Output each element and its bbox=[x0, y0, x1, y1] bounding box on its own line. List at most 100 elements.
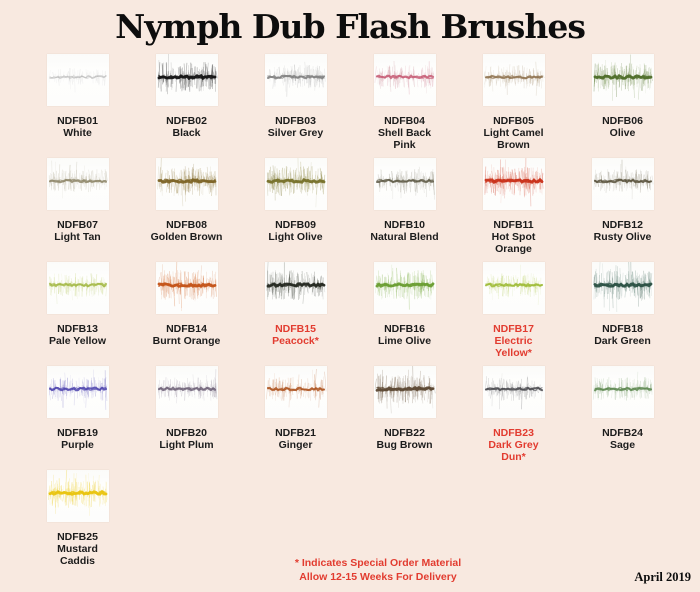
product-name: Shell Back Pink bbox=[377, 126, 432, 152]
product-code: NDFB14 bbox=[166, 322, 207, 335]
brush-swatch-image bbox=[482, 365, 545, 418]
product-cell: NDFB12 Rusty Olive bbox=[568, 157, 677, 262]
brush-swatch-image bbox=[155, 365, 218, 418]
product-code: NDFB06 bbox=[602, 114, 643, 127]
product-cell: NDFB22 Bug Brown bbox=[350, 365, 459, 470]
brush-swatch-image bbox=[46, 53, 109, 106]
product-cell: NDFB20 Light Plum bbox=[132, 365, 241, 470]
product-grid: NDFB01 White NDFB02 Black NDFB03 Silver Grey N… bbox=[0, 53, 700, 574]
product-code: NDFB17 bbox=[493, 322, 534, 335]
brush-swatch-image bbox=[264, 365, 327, 418]
product-name: Light Olive bbox=[268, 230, 323, 243]
product-code: NDFB04 bbox=[384, 114, 425, 127]
product-name: Bug Brown bbox=[376, 438, 433, 451]
product-cell: NDFB09 Light Olive bbox=[241, 157, 350, 262]
product-cell: NDFB08 Golden Brown bbox=[132, 157, 241, 262]
product-code: NDFB08 bbox=[166, 218, 207, 231]
product-name: Lime Olive bbox=[377, 334, 432, 347]
product-cell: NDFB11 Hot Spot Orange bbox=[459, 157, 568, 262]
product-cell: NDFB14 Burnt Orange bbox=[132, 261, 241, 366]
brush-swatch-image bbox=[591, 53, 654, 106]
product-code: NDFB23 bbox=[493, 426, 534, 439]
product-cell: NDFB21 Ginger bbox=[241, 365, 350, 470]
brush-swatch-image bbox=[482, 53, 545, 106]
special-order-note-line2: Allow 12-15 Weeks For Delivery bbox=[299, 570, 457, 583]
product-name: Silver Grey bbox=[267, 126, 324, 139]
product-name: Natural Blend bbox=[370, 230, 439, 243]
product-name: Peacock* bbox=[272, 334, 319, 347]
product-code: NDFB01 bbox=[57, 114, 98, 127]
product-name: Rusty Olive bbox=[593, 230, 652, 243]
product-code: NDFB03 bbox=[275, 114, 316, 127]
product-code: NDFB20 bbox=[166, 426, 207, 439]
brush-swatch-image bbox=[373, 157, 436, 210]
brush-swatch-image bbox=[264, 261, 327, 314]
product-cell: NDFB24 Sage bbox=[568, 365, 677, 470]
brush-swatch-image bbox=[591, 365, 654, 418]
brush-swatch-image bbox=[373, 53, 436, 106]
product-cell: NDFB13 Pale Yellow bbox=[23, 261, 132, 366]
product-code: NDFB02 bbox=[166, 114, 207, 127]
brush-swatch-image bbox=[155, 261, 218, 314]
brush-swatch-image bbox=[46, 157, 109, 210]
product-cell: NDFB04 Shell Back Pink bbox=[350, 53, 459, 158]
brush-swatch-image bbox=[591, 157, 654, 210]
product-name: Ginger bbox=[278, 438, 313, 451]
product-cell: NDFB23 Dark Grey Dun* bbox=[459, 365, 568, 470]
product-name: Olive bbox=[609, 126, 636, 139]
brush-swatch-image bbox=[46, 469, 109, 522]
product-code: NDFB19 bbox=[57, 426, 98, 439]
product-cell: NDFB15 Peacock* bbox=[241, 261, 350, 366]
product-name: Pale Yellow bbox=[48, 334, 106, 347]
product-code: NDFB24 bbox=[602, 426, 643, 439]
product-cell: NDFB02 Black bbox=[132, 53, 241, 158]
product-name: Light Tan bbox=[54, 230, 101, 243]
product-code: NDFB15 bbox=[275, 322, 316, 335]
product-code: NDFB25 bbox=[57, 530, 98, 543]
product-code: NDFB05 bbox=[493, 114, 534, 127]
product-name: Light Plum bbox=[159, 438, 214, 451]
product-cell: NDFB16 Lime Olive bbox=[350, 261, 459, 366]
product-cell: NDFB05 Light Camel Brown bbox=[459, 53, 568, 158]
special-order-note-line1: * Indicates Special Order Material bbox=[294, 557, 462, 569]
product-cell: NDFB18 Dark Green bbox=[568, 261, 677, 366]
product-cell: NDFB07 Light Tan bbox=[23, 157, 132, 262]
product-name: Black bbox=[172, 126, 201, 139]
product-code: NDFB18 bbox=[602, 322, 643, 335]
product-name: Golden Brown bbox=[150, 230, 223, 243]
product-code: NDFB11 bbox=[493, 218, 534, 231]
product-name: Electric Yellow* bbox=[494, 334, 533, 360]
brush-swatch-image bbox=[46, 365, 109, 418]
product-code: NDFB09 bbox=[275, 218, 316, 231]
product-code: NDFB13 bbox=[57, 322, 98, 335]
brush-swatch-image bbox=[155, 53, 218, 106]
product-name: White bbox=[63, 126, 92, 139]
product-name: Sage bbox=[609, 438, 636, 451]
product-name: Hot Spot Orange bbox=[491, 230, 536, 256]
product-code: NDFB16 bbox=[384, 322, 425, 335]
product-cell: NDFB19 Purple bbox=[23, 365, 132, 470]
product-code: NDFB07 bbox=[57, 218, 98, 231]
product-name: Purple bbox=[61, 438, 94, 451]
product-code: NDFB12 bbox=[602, 218, 643, 231]
product-code: NDFB21 bbox=[275, 426, 316, 439]
date-label: April 2019 bbox=[634, 570, 691, 584]
product-name: Mustard Caddis bbox=[57, 542, 98, 568]
page-title: Nymph Dub Flash Brushes bbox=[115, 7, 586, 46]
brush-swatch-image bbox=[482, 157, 545, 210]
brush-swatch-image bbox=[373, 365, 436, 418]
brush-swatch-image bbox=[264, 53, 327, 106]
brush-swatch-image bbox=[373, 261, 436, 314]
product-cell: NDFB17 Electric Yellow* bbox=[459, 261, 568, 366]
brush-swatch-image bbox=[264, 157, 327, 210]
product-cell: NDFB06 Olive bbox=[568, 53, 677, 158]
product-code: NDFB10 bbox=[384, 218, 425, 231]
product-name: Light Camel Brown bbox=[483, 126, 544, 152]
brush-swatch-image bbox=[46, 261, 109, 314]
brush-swatch-image bbox=[482, 261, 545, 314]
product-name: Dark Green bbox=[594, 334, 651, 347]
special-order-note: * Indicates Special Order Material Allow… bbox=[258, 557, 498, 584]
product-cell: NDFB03 Silver Grey bbox=[241, 53, 350, 158]
brush-swatch-image bbox=[591, 261, 654, 314]
